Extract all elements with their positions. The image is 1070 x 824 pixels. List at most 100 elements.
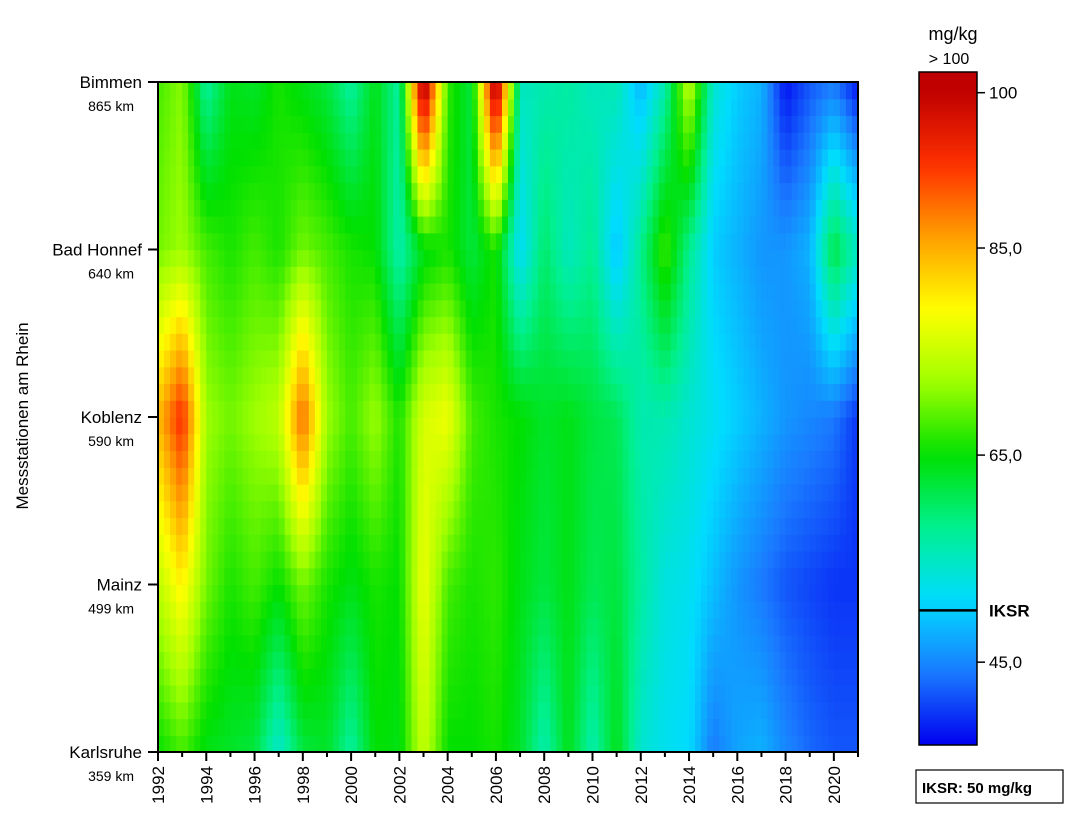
heat-cell (242, 701, 250, 720)
heat-cell (616, 668, 624, 686)
heat-cell (574, 149, 582, 167)
heat-cell (495, 618, 503, 636)
heat-cell (767, 701, 775, 720)
heat-cell (302, 417, 310, 435)
heat-cell (797, 383, 805, 401)
heat-cell (339, 383, 346, 401)
heat-cell (803, 216, 811, 234)
heat-cell (158, 601, 165, 619)
heat-cell (302, 551, 310, 569)
heat-cell (471, 82, 479, 100)
heat-cell (182, 350, 189, 368)
heat-cell (773, 366, 781, 385)
heat-cell (785, 517, 793, 535)
heat-cell (670, 283, 678, 301)
heat-cell (640, 366, 648, 385)
heat-cell (616, 333, 624, 351)
heat-cell (320, 149, 328, 167)
heat-cell (604, 601, 612, 619)
heat-cell (218, 266, 225, 284)
heat-cell (345, 433, 352, 452)
station-km-label: 359 km (88, 768, 134, 784)
heat-cell (646, 149, 654, 167)
heat-cell (357, 634, 364, 653)
heat-cell (459, 450, 467, 468)
heat-cell (809, 132, 817, 150)
heat-cell (369, 735, 376, 753)
heat-cell (345, 216, 352, 234)
heat-cell (284, 701, 292, 720)
heat-cell (423, 651, 431, 669)
heat-cell (544, 149, 551, 167)
heat-cell (266, 299, 274, 318)
heat-cell (562, 266, 569, 284)
heat-cell (845, 383, 853, 401)
heat-cell (284, 484, 292, 502)
heat-cell (278, 165, 286, 184)
heat-cell (453, 98, 461, 117)
heat-cell (652, 316, 660, 334)
heat-cell (550, 232, 557, 251)
heat-cell (749, 350, 757, 368)
heat-cell (821, 316, 829, 334)
heat-cell (532, 333, 539, 351)
heat-cell (604, 98, 612, 117)
heat-cell (224, 132, 232, 150)
heat-cell (773, 735, 781, 753)
heat-cell (242, 182, 250, 200)
heat-cell (423, 400, 431, 418)
heat-cell (266, 618, 274, 636)
heat-cell (761, 149, 769, 167)
heat-cell (839, 500, 847, 519)
heat-cell (574, 115, 582, 133)
heat-cell (719, 517, 726, 535)
heat-cell (290, 601, 298, 619)
heat-cell (725, 299, 732, 318)
heat-cell (170, 651, 177, 669)
heat-cell (652, 567, 660, 586)
heat-cell (580, 601, 588, 619)
heat-cell (562, 299, 569, 318)
heat-cell (761, 199, 769, 217)
heat-cell (767, 266, 775, 284)
heat-cell (254, 500, 262, 519)
heat-cell (435, 467, 443, 485)
heat-cell (604, 567, 612, 586)
heat-cell (182, 383, 189, 401)
heat-cell (176, 232, 183, 251)
heat-cell (767, 685, 775, 703)
heat-cell (242, 283, 250, 301)
heat-cell (387, 735, 394, 753)
heat-cell (767, 534, 775, 552)
heat-cell (845, 584, 853, 602)
heat-cell (290, 433, 298, 452)
heat-cell (194, 735, 201, 753)
y-axis-label: Messstationen am Rhein (13, 322, 32, 509)
heat-cell (562, 668, 569, 686)
heat-cell (459, 165, 467, 184)
heat-cell (556, 333, 563, 351)
heat-cell (616, 350, 624, 368)
heat-cell (737, 534, 744, 552)
heat-cell (737, 467, 744, 485)
heat-cell (839, 567, 847, 586)
heat-cell (284, 433, 292, 452)
heat-cell (725, 551, 732, 569)
heat-cell (670, 651, 678, 669)
heat-cell (435, 350, 443, 368)
heat-cell (459, 534, 467, 552)
heat-cell (598, 450, 606, 468)
heat-cell (737, 651, 744, 669)
heat-cell (604, 417, 612, 435)
heat-cell (664, 182, 672, 200)
heat-cell (471, 685, 479, 703)
heat-cell (471, 383, 479, 401)
heat-cell (592, 718, 600, 736)
heat-cell (393, 165, 400, 184)
heat-cell (664, 299, 672, 318)
heat-cell (387, 82, 394, 100)
heat-cell (501, 685, 509, 703)
heat-cell (176, 249, 183, 267)
heat-cell (737, 350, 744, 368)
heat-cell (676, 98, 684, 117)
